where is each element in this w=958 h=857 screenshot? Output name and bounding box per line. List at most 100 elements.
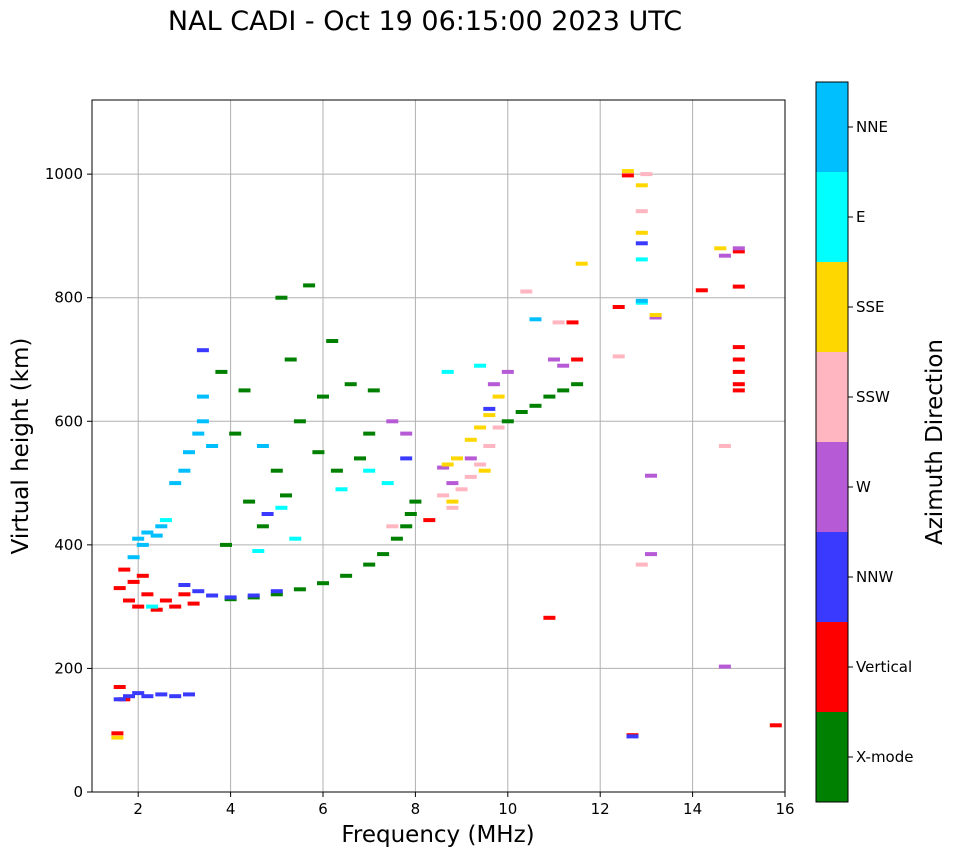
data-point-sse xyxy=(635,230,648,235)
data-point-ssw xyxy=(718,444,731,448)
data-point-nnw xyxy=(635,241,648,246)
data-point-x-mode xyxy=(270,592,283,597)
x-tick-label: 8 xyxy=(411,800,421,818)
data-point-nne xyxy=(256,444,269,448)
data-point-vertical xyxy=(423,518,436,523)
data-point-nne xyxy=(178,468,191,473)
data-point-sse xyxy=(451,456,463,461)
data-point-sse xyxy=(649,313,662,317)
data-point-x-mode xyxy=(404,512,417,516)
y-ticks: 0 200 400 600 800 1000 xyxy=(45,165,92,801)
data-point-x-mode xyxy=(280,493,292,498)
data-point-nnw xyxy=(626,734,639,739)
data-point-x-mode xyxy=(571,382,584,387)
data-point-nnw xyxy=(113,697,126,702)
data-point-vertical xyxy=(621,173,634,178)
data-point-vertical xyxy=(178,592,191,597)
data-point-nnw xyxy=(247,593,260,598)
data-point-e xyxy=(335,487,348,492)
data-point-nne xyxy=(196,419,209,424)
data-point-w xyxy=(400,431,413,436)
data-point-e xyxy=(635,257,648,262)
data-point-ssw xyxy=(612,354,625,359)
data-point-vertical xyxy=(732,382,745,387)
data-point-vertical xyxy=(123,598,135,603)
data-point-sse xyxy=(635,183,648,188)
colorbar-segment xyxy=(816,622,848,712)
data-point-x-mode xyxy=(330,468,343,473)
data-point-ssw xyxy=(446,505,459,510)
data-point-nne xyxy=(132,536,145,541)
colorbar-segment xyxy=(816,172,848,262)
data-point-sse xyxy=(714,246,727,251)
y-tick-label: 0 xyxy=(73,783,83,801)
data-point-nnw xyxy=(224,595,237,600)
data-point-x-mode xyxy=(363,431,376,436)
data-point-nne xyxy=(529,317,542,322)
colorbar-segment xyxy=(816,532,848,622)
data-point-sse xyxy=(478,468,491,473)
data-point-vertical xyxy=(543,615,556,620)
data-point-ssw xyxy=(520,289,533,294)
data-point-sse xyxy=(441,462,454,467)
data-point-w xyxy=(501,369,514,374)
x-tick-label: 14 xyxy=(683,800,702,818)
colorbar-label-nnw: NNW xyxy=(856,568,893,586)
data-point-nne xyxy=(127,555,140,560)
colorbar-label-x-mode: X-mode xyxy=(856,748,913,766)
x-tick-label: 16 xyxy=(775,800,794,818)
data-point-ssw xyxy=(455,487,468,492)
data-point-w xyxy=(718,253,731,258)
y-tick-label: 200 xyxy=(54,659,83,677)
data-point-sse xyxy=(621,169,634,174)
data-point-nnw xyxy=(206,593,219,598)
data-point-e xyxy=(275,505,288,510)
data-point-x-mode xyxy=(284,357,297,362)
data-point-nne xyxy=(150,533,163,538)
data-point-sse xyxy=(111,735,124,740)
data-point-vertical xyxy=(612,305,625,309)
data-point-vertical xyxy=(127,579,140,584)
data-point-w xyxy=(557,363,570,368)
colorbar-label: Azimuth Direction xyxy=(922,339,948,545)
data-point-nne xyxy=(136,542,149,547)
data-point-vertical xyxy=(150,607,163,612)
data-point-w xyxy=(645,473,657,478)
data-point-x-mode xyxy=(400,524,413,529)
x-tick-label: 2 xyxy=(133,800,143,818)
data-point-x-mode xyxy=(344,382,357,387)
colorbar-segment xyxy=(816,712,848,802)
data-point-x-mode xyxy=(557,388,570,393)
colorbar-segment xyxy=(816,352,848,442)
x-tick-label: 4 xyxy=(226,800,236,818)
data-point-nnw xyxy=(400,456,413,461)
data-point-nnw xyxy=(123,694,135,699)
data-point-nnw xyxy=(178,583,191,587)
data-point-sse xyxy=(446,499,459,504)
data-point-e xyxy=(146,604,159,609)
data-point-nnw xyxy=(483,406,496,411)
data-point-nnw xyxy=(196,348,209,353)
chart-title: NAL CADI - Oct 19 06:15:00 2023 UTC xyxy=(167,6,683,37)
data-point-x-mode xyxy=(354,456,366,461)
data-point-nne xyxy=(206,444,219,448)
data-point-vertical xyxy=(732,284,745,289)
x-axis-label: Frequency (MHz) xyxy=(341,822,534,848)
data-point-x-mode xyxy=(363,562,376,567)
y-tick-label: 400 xyxy=(54,536,83,554)
x-ticks: 2 4 6 8 10 12 14 16 xyxy=(133,792,795,818)
data-point-x-mode xyxy=(317,581,329,586)
data-point-vertical xyxy=(732,369,745,374)
x-tick-label: 6 xyxy=(318,800,328,818)
data-point-x-mode xyxy=(501,419,514,424)
data-point-ssw xyxy=(474,462,487,467)
data-point-x-mode xyxy=(293,419,306,424)
colorbar: X-mode Vertical NNW W SSW SSE E NNE xyxy=(815,81,913,803)
data-point-x-mode xyxy=(326,339,339,343)
data-point-vertical xyxy=(113,685,126,689)
data-point-ssw xyxy=(635,562,648,567)
data-point-vertical xyxy=(732,357,745,362)
data-point-ssw xyxy=(483,444,496,448)
data-point-e xyxy=(474,363,487,368)
data-point-ssw xyxy=(437,493,450,498)
